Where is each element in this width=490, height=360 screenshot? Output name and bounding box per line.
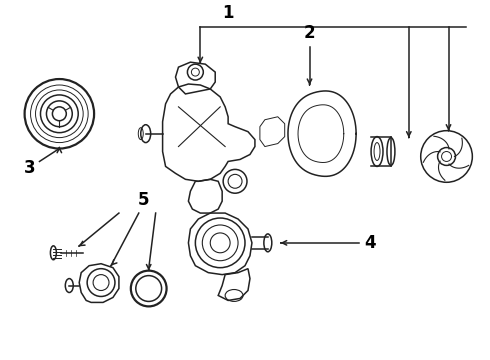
Text: 2: 2 bbox=[304, 24, 316, 42]
Text: 5: 5 bbox=[138, 191, 149, 209]
Text: 4: 4 bbox=[364, 234, 376, 252]
Text: 3: 3 bbox=[24, 159, 35, 177]
Text: 1: 1 bbox=[222, 4, 234, 22]
